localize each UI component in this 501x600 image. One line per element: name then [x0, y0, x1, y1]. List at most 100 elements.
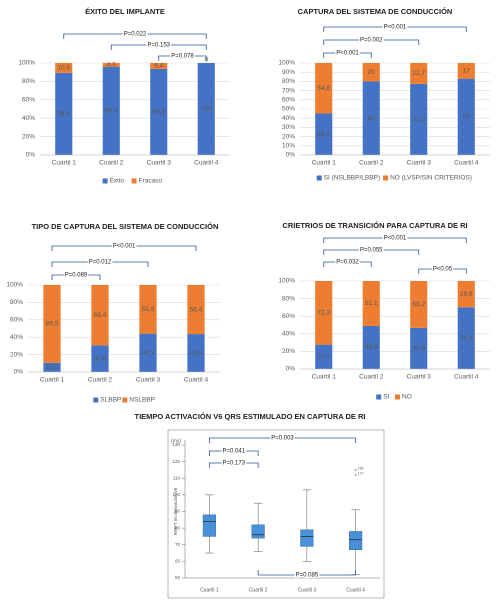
legend-swatch — [122, 397, 128, 403]
bracket — [110, 44, 207, 50]
x-tick-label: Cuartil 4 — [194, 160, 219, 167]
y-tick-label: 100% — [18, 60, 35, 67]
legend-label: SLBBP — [100, 397, 121, 404]
y-tick-label: 0% — [286, 366, 296, 373]
bracket — [323, 52, 372, 58]
p-value: P=0.003 — [271, 436, 294, 442]
p-value: P<0.001 — [384, 236, 407, 242]
y-tick-label: 60 — [175, 559, 181, 564]
value-label: 10,6 — [57, 65, 70, 72]
bracket — [158, 55, 207, 61]
bracket — [208, 462, 259, 468]
y-tick-label: 80% — [10, 299, 23, 306]
y-tick-label: 110 — [173, 475, 181, 480]
value-label: 95,7 — [105, 108, 118, 115]
p-value: P=0.085 — [296, 573, 319, 579]
legend-label: SI — [383, 394, 389, 401]
y-tick-label: 90 — [175, 509, 181, 514]
x-tick-label: Cuartil 3 — [147, 160, 172, 167]
box — [300, 529, 314, 547]
value-label: 69,4 — [94, 312, 107, 319]
x-tick-label: Cuartil 2 — [359, 160, 384, 167]
y-tick-label: 20% — [282, 348, 295, 355]
y-tick-label: 100% — [278, 278, 295, 285]
p-value: P<0.001 — [113, 244, 136, 250]
bar-segment — [139, 333, 157, 372]
x-tick-label: Cuartil 4 — [454, 160, 479, 167]
p-value: P=0.078 — [171, 54, 194, 60]
y-tick-label: 50% — [282, 106, 295, 113]
legend-label: SI (NSLBBP/LBBP) — [324, 175, 380, 182]
x-tick-label: Cuartil 3 — [407, 374, 432, 381]
legend-label: NO — [402, 394, 412, 401]
legend-swatch — [102, 178, 108, 184]
p-value: P=0.032 — [336, 260, 359, 266]
value-label: 77,3 — [412, 116, 425, 123]
bracket — [323, 249, 420, 255]
y-tick-label: 70 — [175, 542, 181, 547]
chart-frame — [167, 429, 385, 599]
bar-segment — [457, 78, 475, 155]
y-tick-label: 40% — [22, 115, 35, 122]
bracket — [257, 570, 357, 576]
y-tick-label: 40% — [282, 115, 295, 122]
y-tick-label: 30% — [282, 124, 295, 131]
p-value: P=0.153 — [147, 43, 170, 49]
bar-segment — [102, 66, 120, 155]
bar-segment — [187, 285, 205, 335]
bar-segment — [362, 325, 380, 369]
value-label: 93,6 — [152, 109, 165, 116]
y-tick-label: 60% — [10, 317, 23, 324]
y-tick-label: 80 — [175, 525, 181, 530]
value-label: 51,1 — [365, 300, 378, 307]
legend-swatch — [131, 178, 137, 184]
y-tick-label: 80% — [282, 78, 295, 85]
x-tick-label: Cuartil 1 — [200, 587, 219, 593]
value-label: 30,6 — [94, 355, 107, 362]
x-tick-label: Cuartil 3 — [298, 587, 317, 593]
outlier-label: 177 — [358, 471, 364, 475]
legend-swatch — [395, 394, 400, 400]
x-tick-label: Cuartil 2 — [249, 587, 268, 593]
unit-label: (ms) — [171, 438, 181, 444]
x-tick-label: Cuartil 2 — [359, 374, 384, 381]
y-tick-label: 130 — [172, 442, 180, 447]
bracket — [323, 237, 467, 243]
legend-label: NO (LVSP/SIN CRITERIOS) — [390, 175, 472, 182]
p-value: P=0.055 — [360, 248, 383, 254]
value-label: 54,8 — [317, 85, 330, 92]
p-value: P<0.001 — [336, 51, 359, 57]
x-tick-label: Cuartil 1 — [52, 160, 77, 167]
y-tick-label: 20% — [10, 351, 23, 358]
value-label: 4,3 — [107, 62, 116, 69]
chart-title: CRIETRIOS DE TRANSICIÓN PARA CAPTURA DE … — [282, 221, 467, 230]
value-label: 55,9 — [142, 306, 155, 313]
outlier — [354, 468, 357, 471]
value-label: 6,4 — [154, 63, 163, 70]
x-tick-label: Cuartil 1 — [312, 374, 337, 381]
bar-segment — [457, 63, 475, 79]
bar-segment — [102, 63, 120, 67]
legend-swatch — [93, 397, 99, 403]
bar-segment — [187, 334, 205, 372]
y-tick-label: 60% — [282, 97, 295, 104]
bar-segment — [150, 68, 168, 155]
value-label: 53,2 — [412, 301, 425, 308]
p-value: P=0.012 — [89, 260, 112, 266]
value-label: 100 — [201, 106, 212, 113]
chart-title: CAPTURA DEL SISTEMA DE CONDUCCIÓN — [298, 7, 453, 16]
box — [349, 531, 363, 550]
bar-segment — [139, 285, 157, 334]
y-tick-label: 80% — [22, 78, 35, 85]
box — [251, 524, 265, 539]
y-tick-label: 40% — [10, 334, 23, 341]
bar-segment — [362, 281, 380, 326]
y-tick-label: 60% — [282, 313, 295, 320]
bracket — [418, 268, 467, 274]
y-tick-label: 40% — [282, 331, 295, 338]
y-tick-label: 60% — [22, 97, 35, 104]
bracket — [208, 450, 259, 456]
y-tick-label: 100% — [6, 282, 23, 289]
y-tick-label: 0% — [286, 152, 296, 159]
legend-label: Fracaso — [139, 178, 163, 185]
